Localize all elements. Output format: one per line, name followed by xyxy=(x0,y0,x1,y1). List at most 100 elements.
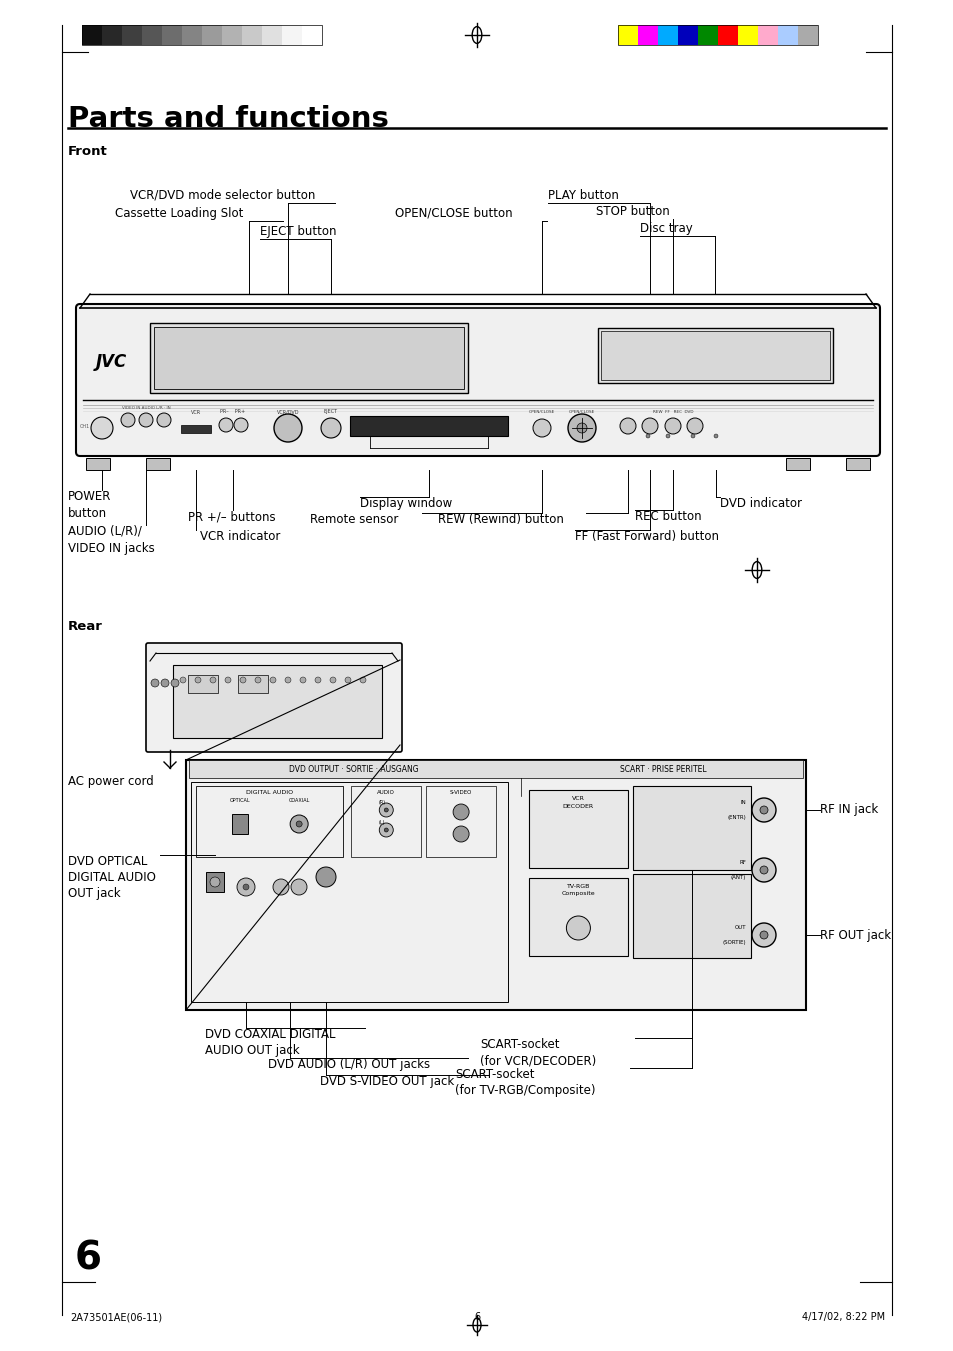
Text: DVD S-VIDEO OUT jack: DVD S-VIDEO OUT jack xyxy=(319,1075,454,1088)
Text: EJECT: EJECT xyxy=(324,409,337,413)
Circle shape xyxy=(645,434,649,438)
Bar xyxy=(146,458,170,470)
Bar xyxy=(142,26,162,45)
Text: OPEN/CLOSE: OPEN/CLOSE xyxy=(528,409,555,413)
Circle shape xyxy=(194,677,201,684)
Bar xyxy=(678,26,698,45)
Bar xyxy=(242,26,262,45)
Circle shape xyxy=(453,825,469,842)
Text: 6: 6 xyxy=(474,1312,479,1323)
Text: (R): (R) xyxy=(378,800,385,805)
Circle shape xyxy=(760,931,767,939)
Bar xyxy=(785,458,809,470)
Text: FF (Fast Forward) button: FF (Fast Forward) button xyxy=(575,530,719,543)
Text: EJECT button: EJECT button xyxy=(260,226,336,238)
Bar xyxy=(718,26,738,45)
Text: DECODER: DECODER xyxy=(562,804,594,808)
Bar xyxy=(202,26,222,45)
Bar xyxy=(189,761,802,778)
Text: AC power cord: AC power cord xyxy=(68,775,153,788)
Text: POWER
button: POWER button xyxy=(68,490,112,520)
Bar xyxy=(638,26,658,45)
Bar xyxy=(618,26,638,45)
FancyBboxPatch shape xyxy=(76,304,879,457)
Text: 6: 6 xyxy=(75,1240,102,1278)
Text: VCR/DVD: VCR/DVD xyxy=(276,409,299,413)
Text: VIDEO IN AUDIO L/R · IN: VIDEO IN AUDIO L/R · IN xyxy=(122,407,171,409)
Circle shape xyxy=(91,417,112,439)
Circle shape xyxy=(751,798,775,821)
Text: Composite: Composite xyxy=(561,892,595,897)
Text: OUT: OUT xyxy=(734,925,745,929)
Circle shape xyxy=(299,677,306,684)
Circle shape xyxy=(619,417,636,434)
Text: DVD COAXIAL DIGITAL
AUDIO OUT jack: DVD COAXIAL DIGITAL AUDIO OUT jack xyxy=(205,1028,335,1056)
Bar xyxy=(758,26,778,45)
Circle shape xyxy=(751,923,775,947)
Circle shape xyxy=(291,880,307,894)
Bar xyxy=(351,786,420,857)
Circle shape xyxy=(384,808,388,812)
Circle shape xyxy=(151,680,159,688)
Bar xyxy=(86,458,110,470)
Text: AUDIO (L/R)/
VIDEO IN jacks: AUDIO (L/R)/ VIDEO IN jacks xyxy=(68,526,154,555)
Bar xyxy=(658,26,678,45)
Bar xyxy=(172,665,381,738)
Circle shape xyxy=(320,417,340,438)
Text: Cassette Loading Slot: Cassette Loading Slot xyxy=(115,207,243,220)
Bar xyxy=(232,815,248,834)
Bar xyxy=(618,26,817,45)
Text: VCR: VCR xyxy=(191,409,201,415)
Circle shape xyxy=(577,423,586,434)
Text: PLAY button: PLAY button xyxy=(547,189,618,203)
Circle shape xyxy=(533,419,551,436)
Circle shape xyxy=(751,858,775,882)
Text: (SORTIE): (SORTIE) xyxy=(721,940,745,944)
Text: Disc tray: Disc tray xyxy=(639,222,692,235)
Text: Remote sensor: Remote sensor xyxy=(310,513,398,526)
Text: RF IN jack: RF IN jack xyxy=(820,804,878,816)
Circle shape xyxy=(315,867,335,888)
Bar xyxy=(778,26,797,45)
Circle shape xyxy=(295,821,302,827)
Text: AUDIO: AUDIO xyxy=(377,789,395,794)
Text: DIGITAL AUDIO: DIGITAL AUDIO xyxy=(246,789,293,794)
Circle shape xyxy=(285,677,291,684)
Bar xyxy=(82,26,322,45)
Bar xyxy=(598,328,832,382)
Circle shape xyxy=(270,677,275,684)
Circle shape xyxy=(686,417,702,434)
Text: TV-RGB: TV-RGB xyxy=(566,884,590,889)
Circle shape xyxy=(290,815,308,834)
FancyBboxPatch shape xyxy=(146,643,401,753)
Text: OPEN/CLOSE: OPEN/CLOSE xyxy=(568,409,595,413)
Text: CH1: CH1 xyxy=(80,423,91,428)
Circle shape xyxy=(345,677,351,684)
Circle shape xyxy=(139,413,152,427)
Bar xyxy=(528,790,627,867)
Circle shape xyxy=(121,413,135,427)
Text: DVD indicator: DVD indicator xyxy=(720,497,801,509)
Text: STOP button: STOP button xyxy=(596,205,669,218)
Circle shape xyxy=(641,417,658,434)
Bar xyxy=(195,786,343,857)
Text: OPTICAL: OPTICAL xyxy=(230,797,251,802)
Text: JVC: JVC xyxy=(96,353,127,372)
Circle shape xyxy=(664,417,680,434)
Bar xyxy=(181,426,211,434)
Circle shape xyxy=(157,413,171,427)
Bar xyxy=(102,26,122,45)
Bar xyxy=(206,871,224,892)
Text: 2A73501AE(06-11): 2A73501AE(06-11) xyxy=(70,1312,162,1323)
Text: RF: RF xyxy=(739,861,745,865)
Circle shape xyxy=(713,434,718,438)
Text: DVD AUDIO (L/R) OUT jacks: DVD AUDIO (L/R) OUT jacks xyxy=(268,1058,430,1071)
Circle shape xyxy=(566,916,590,940)
Text: OPEN/CLOSE button: OPEN/CLOSE button xyxy=(395,207,512,220)
Text: REW  FF   REC  DVD: REW FF REC DVD xyxy=(652,409,693,413)
Text: PR +/– buttons: PR +/– buttons xyxy=(188,509,275,523)
Bar xyxy=(797,26,817,45)
Bar xyxy=(182,26,202,45)
Circle shape xyxy=(273,880,289,894)
Text: SCART · PRISE PERITEL: SCART · PRISE PERITEL xyxy=(619,765,706,774)
